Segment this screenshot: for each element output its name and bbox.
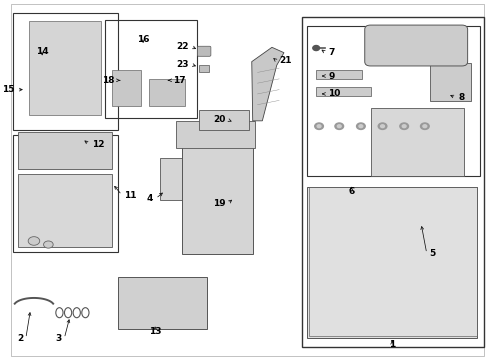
Text: 10: 10 <box>327 89 340 98</box>
Circle shape <box>420 123 428 130</box>
Bar <box>18 132 112 169</box>
Text: 17: 17 <box>173 76 185 85</box>
Circle shape <box>337 125 341 128</box>
Circle shape <box>28 237 40 245</box>
Text: 1: 1 <box>388 340 394 349</box>
Text: 22: 22 <box>176 42 188 51</box>
Text: 16: 16 <box>137 35 149 44</box>
Text: 7: 7 <box>327 48 334 57</box>
Bar <box>13 13 118 130</box>
Bar <box>316 87 371 96</box>
Text: 21: 21 <box>279 57 291 66</box>
Text: 2: 2 <box>17 334 23 343</box>
Bar <box>199 64 209 72</box>
Text: 15: 15 <box>2 85 15 94</box>
Circle shape <box>358 125 362 128</box>
Bar <box>306 187 476 338</box>
Bar <box>429 63 469 101</box>
Circle shape <box>334 123 343 130</box>
Bar <box>316 70 361 79</box>
Text: 3: 3 <box>56 334 61 343</box>
Bar <box>175 121 255 148</box>
Bar <box>112 70 141 106</box>
Polygon shape <box>251 47 284 121</box>
Text: 20: 20 <box>212 115 225 124</box>
Bar <box>149 79 185 106</box>
Text: 11: 11 <box>124 190 137 199</box>
Text: 12: 12 <box>91 140 104 149</box>
FancyBboxPatch shape <box>364 25 467 66</box>
Bar <box>29 22 101 116</box>
Text: 14: 14 <box>36 47 48 56</box>
Text: 4: 4 <box>146 194 153 203</box>
Text: 23: 23 <box>176 60 188 69</box>
Circle shape <box>377 123 386 130</box>
Text: 13: 13 <box>148 327 161 336</box>
Bar <box>13 135 118 252</box>
Circle shape <box>314 123 323 130</box>
Text: 18: 18 <box>102 76 115 85</box>
Circle shape <box>312 45 319 50</box>
Circle shape <box>399 123 407 130</box>
Bar <box>199 110 249 130</box>
Bar <box>118 277 206 329</box>
Circle shape <box>317 125 320 128</box>
Text: 19: 19 <box>212 199 225 208</box>
Bar <box>18 174 112 247</box>
Bar <box>104 20 197 118</box>
Bar <box>370 108 463 176</box>
Circle shape <box>380 125 384 128</box>
Bar <box>306 26 479 176</box>
Circle shape <box>356 123 365 130</box>
Text: 8: 8 <box>457 93 463 102</box>
Circle shape <box>43 241 53 248</box>
Bar <box>181 142 252 253</box>
Text: 9: 9 <box>327 72 334 81</box>
Circle shape <box>422 125 426 128</box>
Bar <box>160 158 183 200</box>
Circle shape <box>402 125 405 128</box>
Bar <box>301 17 484 347</box>
Text: 5: 5 <box>428 249 434 258</box>
Text: 6: 6 <box>347 187 354 196</box>
FancyBboxPatch shape <box>197 46 210 56</box>
